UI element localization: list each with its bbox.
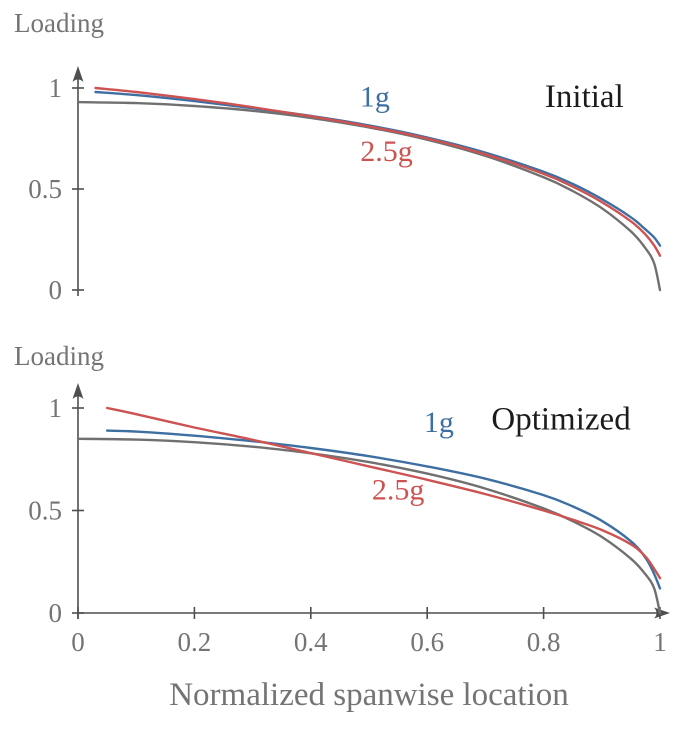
x-tick-label: 0.2 bbox=[178, 627, 212, 657]
y-axis-title: Loading bbox=[14, 341, 104, 371]
y-tick-label: 0 bbox=[49, 275, 63, 305]
y-tick-label: 1 bbox=[49, 73, 63, 103]
x-tick-label: 0.8 bbox=[527, 627, 561, 657]
y-axis-arrow-icon bbox=[72, 66, 84, 82]
y-tick-label: 1 bbox=[49, 393, 63, 423]
x-axis-arrow-icon bbox=[654, 607, 670, 619]
initial-chart-canvas: Loading 1 0.5 0 1g 2.5g Initial bbox=[14, 8, 662, 305]
annotation-label-2p5g: 2.5g bbox=[372, 474, 425, 507]
series-reference-line bbox=[76, 100, 662, 292]
annotation-label-1g: 1g bbox=[360, 81, 390, 114]
series-1g-line bbox=[94, 90, 662, 247]
y-axis-title: Loading bbox=[14, 8, 104, 38]
x-tick-label: 0.6 bbox=[410, 627, 444, 657]
x-tick-label: 0 bbox=[71, 627, 85, 657]
chart-optimized: Loading 1 0.5 0 0 0.2 0.4 0.6 0.8 1 Normalized spa… bbox=[0, 333, 684, 751]
annotation-label-2p5g: 2.5g bbox=[360, 135, 413, 168]
annotation-label-1g: 1g bbox=[424, 406, 454, 439]
x-tick-label: 0.4 bbox=[294, 627, 328, 657]
y-tick-label: 0 bbox=[49, 598, 63, 628]
chart-initial: Loading 1 0.5 0 1g 2.5g Initial bbox=[0, 0, 684, 333]
y-tick-label: 0.5 bbox=[28, 174, 62, 204]
y-tick-label: 0.5 bbox=[28, 496, 62, 526]
annotation-label-title: Optimized bbox=[491, 401, 631, 437]
series-2p5g-line bbox=[105, 406, 662, 580]
y-axis-arrow-icon bbox=[72, 383, 84, 399]
optimized-chart-canvas: Loading 1 0.5 00 0.2 0.4 0.6 0.8 1 Normalized spa… bbox=[14, 341, 670, 713]
series-reference-line bbox=[76, 437, 662, 615]
series-2p5g-line bbox=[94, 86, 662, 257]
series-1g-line bbox=[105, 429, 662, 590]
x-axis-title: Normalized spanwise location bbox=[169, 677, 569, 713]
annotation-label-title: Initial bbox=[545, 79, 624, 115]
x-tick-label: 1 bbox=[653, 627, 667, 657]
